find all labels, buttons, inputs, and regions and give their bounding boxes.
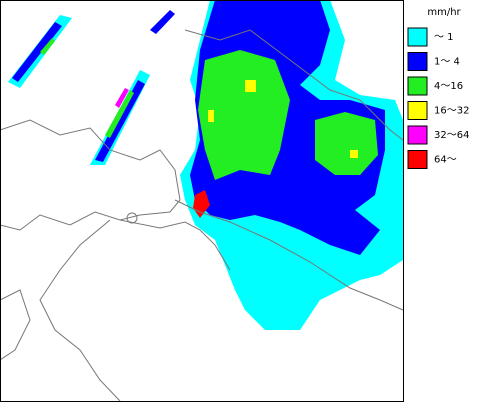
- coastline: [184, 29, 404, 141]
- legend: 〜 1 1〜 4 4〜16 16〜32 32〜64 64〜: [407, 27, 469, 169]
- coastline: [174, 199, 404, 311]
- rain-area: [198, 50, 290, 180]
- legend-label: 16〜32: [434, 106, 469, 117]
- legend-label: 4〜16: [434, 81, 463, 92]
- rain-area: [115, 88, 129, 108]
- coastline: [0, 119, 181, 231]
- legend-swatch: [407, 52, 428, 71]
- legend-swatch: [407, 76, 428, 96]
- legend-swatch: [407, 125, 428, 145]
- island: [126, 212, 138, 224]
- rain-area: [95, 80, 145, 162]
- rain-area: [12, 22, 62, 82]
- rain-area: [40, 38, 55, 55]
- coastline: [0, 289, 31, 361]
- rain-area: [245, 80, 256, 92]
- rain-area: [105, 90, 134, 138]
- legend-swatch: [407, 27, 428, 47]
- legend-label: 1〜 4: [434, 57, 460, 68]
- rain-area: [150, 10, 175, 34]
- legend-label: 〜 1: [434, 32, 454, 43]
- rain-area: [350, 150, 358, 158]
- coastline: [39, 219, 121, 402]
- coastlines: [0, 29, 404, 402]
- precipitation-layer: [8, 0, 403, 330]
- rain-area: [315, 112, 378, 175]
- legend-swatch: [407, 150, 428, 169]
- coastline: [119, 219, 231, 271]
- rain-area: [208, 110, 214, 122]
- legend-label: 64〜: [434, 155, 457, 166]
- legend-title: mm/hr: [427, 7, 461, 18]
- legend-swatch: [407, 101, 428, 120]
- legend-label: 32〜64: [434, 130, 469, 141]
